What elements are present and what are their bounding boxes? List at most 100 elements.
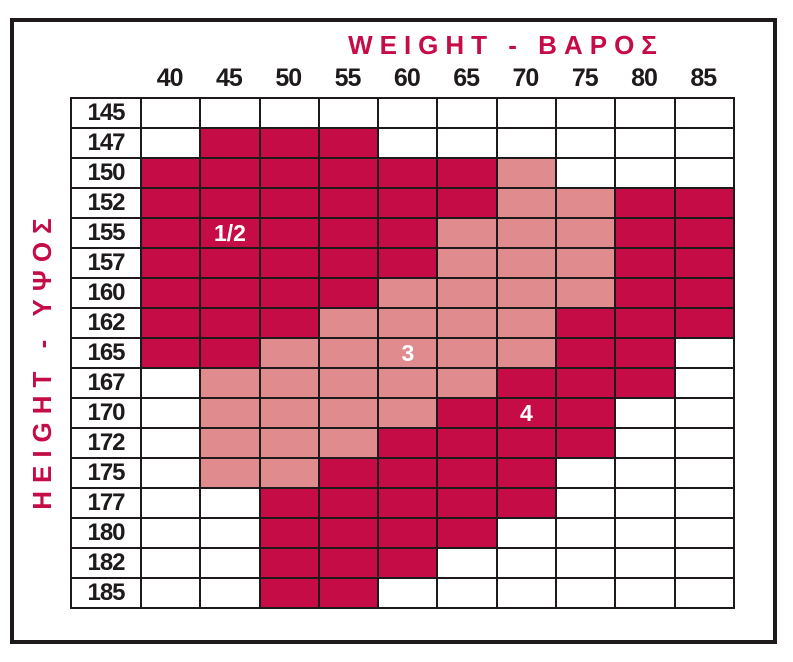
grid-cell: [436, 97, 498, 129]
weight-tick: 60: [393, 64, 421, 92]
grid-cell: [614, 217, 676, 249]
grid-cell: [555, 577, 617, 609]
grid-cell: [436, 547, 498, 579]
grid-cell: [317, 457, 380, 489]
table-row: 177: [70, 487, 735, 519]
grid-cell: [317, 217, 380, 249]
grid-cell: [317, 187, 380, 219]
grid-cell: 1/2: [199, 217, 261, 249]
grid-cell: [673, 457, 735, 489]
grid-cell: [673, 217, 735, 249]
grid-cell: [495, 217, 558, 249]
grid-cell: 4: [495, 397, 558, 429]
grid-cell: [199, 277, 261, 309]
grid-cell: [199, 97, 261, 129]
grid-cell: [139, 247, 202, 279]
height-tick: 185: [70, 577, 142, 609]
grid-cell: [139, 97, 202, 129]
grid-cell: [555, 307, 617, 339]
grid-cell: [377, 127, 439, 159]
grid-cell: [317, 577, 380, 609]
weight-tick: 55: [334, 64, 362, 92]
grid-cell: [495, 577, 558, 609]
grid-cell: [495, 277, 558, 309]
size-grid: 145 147 150 152 155 1/2 157 160 162 165 3 167 170 4 17…: [70, 97, 735, 609]
grid-cell: [673, 517, 735, 549]
height-tick: 182: [70, 547, 142, 579]
grid-cell: [495, 157, 558, 189]
grid-cell: [139, 307, 202, 339]
grid-cell: [495, 307, 558, 339]
grid-cell: [555, 397, 617, 429]
grid-cell: [139, 457, 202, 489]
size-label: 1/2: [213, 219, 246, 246]
grid-cell: [495, 337, 558, 369]
grid-cell: [555, 187, 617, 219]
table-row: 165 3: [70, 337, 735, 369]
table-row: 162: [70, 307, 735, 339]
grid-cell: [258, 547, 320, 579]
height-tick: 150: [70, 157, 142, 189]
table-row: 167: [70, 367, 735, 399]
grid-cell: [317, 547, 380, 579]
grid-cell: [555, 517, 617, 549]
size-label: 3: [401, 339, 415, 366]
grid-cell: [436, 217, 498, 249]
grid-cell: [139, 547, 202, 579]
grid-cell: [377, 517, 439, 549]
table-row: 155 1/2: [70, 217, 735, 249]
grid-cell: [495, 547, 558, 579]
grid-cell: [495, 97, 558, 129]
grid-cell: [317, 427, 380, 459]
grid-cell: [377, 97, 439, 129]
size-label: 4: [520, 399, 533, 426]
grid-cell: [614, 487, 676, 519]
height-tick: 172: [70, 427, 142, 459]
grid-cell: [139, 427, 202, 459]
chart-frame: [10, 18, 777, 644]
table-row: 180: [70, 517, 735, 549]
height-tick: 145: [70, 97, 142, 129]
weight-tick: 75: [571, 64, 599, 92]
grid-cell: [139, 487, 202, 519]
grid-cell: [555, 127, 617, 159]
table-row: 152: [70, 187, 735, 219]
table-row: 185: [70, 577, 735, 609]
grid-cell: [614, 577, 676, 609]
grid-cell: [614, 397, 676, 429]
grid-cell: [317, 517, 380, 549]
weight-tick: 50: [275, 64, 302, 92]
grid-cell: [673, 397, 735, 429]
grid-cell: [555, 337, 617, 369]
grid-cell: [199, 307, 261, 339]
grid-cell: [139, 187, 202, 219]
grid-cell: [673, 187, 735, 219]
grid-cell: [673, 577, 735, 609]
grid-cell: [555, 547, 617, 579]
grid-cell: [436, 457, 498, 489]
weight-tick: 65: [453, 64, 480, 92]
grid-cell: [199, 427, 261, 459]
table-row: 145: [70, 97, 735, 129]
grid-cell: [495, 247, 558, 279]
weight-tick: 45: [216, 64, 243, 92]
grid-cell: [436, 127, 498, 159]
grid-cell: [436, 517, 498, 549]
grid-cell: [377, 277, 439, 309]
height-tick: 152: [70, 187, 142, 219]
table-row: 157: [70, 247, 735, 279]
grid-cell: [317, 97, 380, 129]
height-tick: 162: [70, 307, 142, 339]
grid-cell: [199, 397, 261, 429]
grid-cell: [317, 127, 380, 159]
grid-cell: [139, 337, 202, 369]
table-row: 150: [70, 157, 735, 189]
grid-cell: [199, 487, 261, 519]
grid-cell: [199, 367, 261, 399]
table-row: 147: [70, 127, 735, 159]
height-tick: 155: [70, 217, 142, 249]
grid-cell: [139, 217, 202, 249]
grid-cell: [555, 427, 617, 459]
height-axis-title: HEIGHT - ΥΨΟΣ: [27, 210, 57, 510]
